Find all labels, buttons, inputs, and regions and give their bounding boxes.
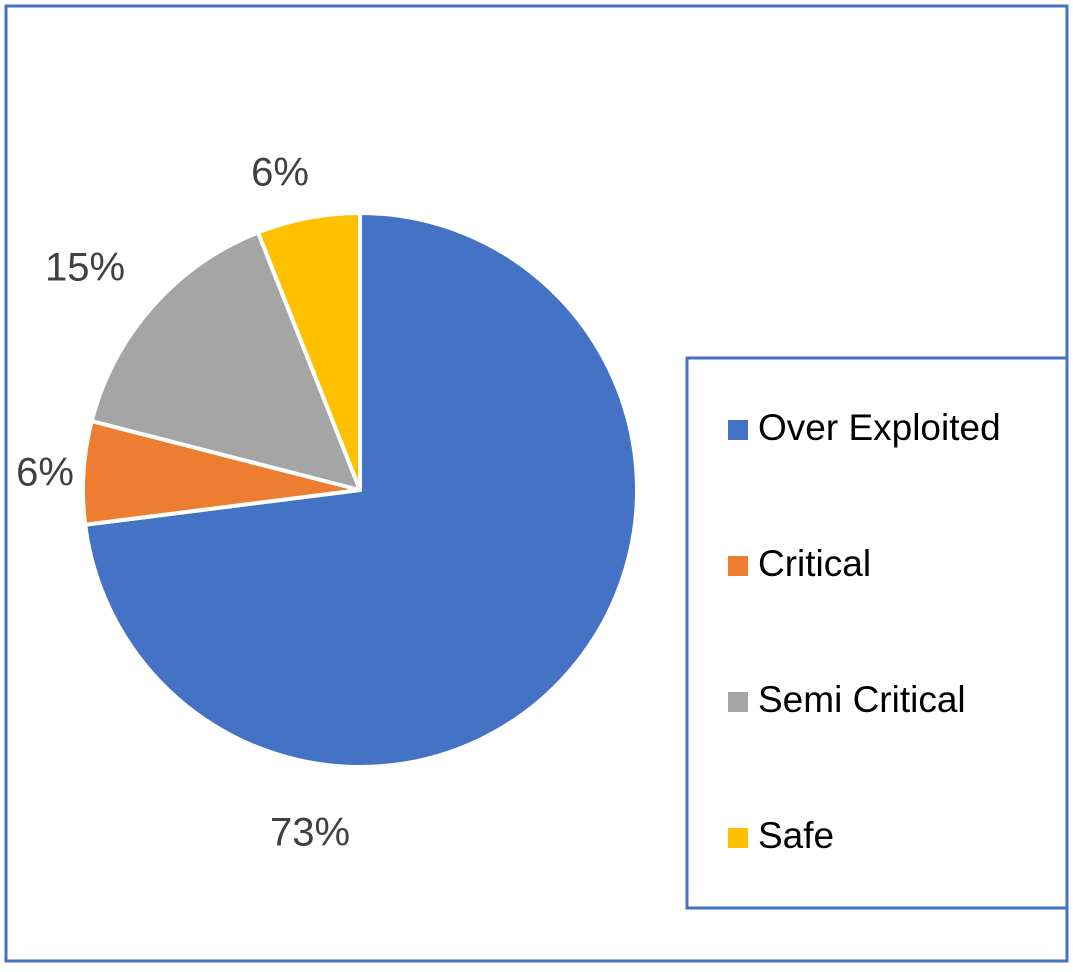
- legend-frame: [685, 356, 1069, 910]
- legend-label: Semi Critical: [758, 679, 966, 720]
- legend-label: Over Exploited: [758, 407, 1001, 448]
- pie-slice: [256, 211, 362, 492]
- legend-swatch: [728, 828, 748, 848]
- data-label: 15%: [45, 246, 125, 290]
- data-label: 6%: [16, 451, 74, 495]
- legend-swatch: [728, 556, 748, 576]
- legend-label: Safe: [758, 815, 834, 856]
- data-label: 6%: [251, 151, 309, 195]
- pie-slice: [89, 230, 362, 492]
- legend-label: Critical: [758, 543, 871, 584]
- legend-swatch: [728, 420, 748, 440]
- legend-swatch: [728, 692, 748, 712]
- data-label: 73%: [270, 811, 350, 855]
